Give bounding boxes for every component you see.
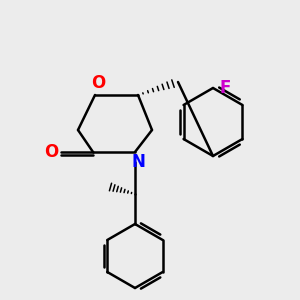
Text: F: F	[219, 79, 231, 97]
Text: O: O	[44, 143, 58, 161]
Text: N: N	[131, 153, 145, 171]
Text: O: O	[91, 74, 105, 92]
